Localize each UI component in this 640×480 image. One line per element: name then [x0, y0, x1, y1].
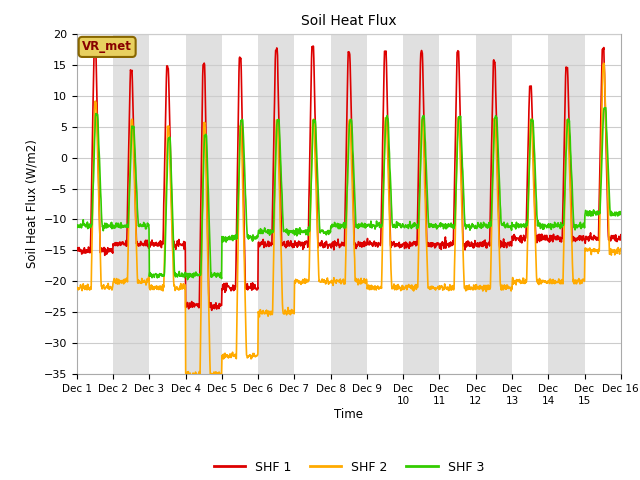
Title: Soil Heat Flux: Soil Heat Flux	[301, 14, 397, 28]
Bar	[548, 34, 584, 374]
Y-axis label: Soil Heat Flux (W/m2): Soil Heat Flux (W/m2)	[25, 140, 38, 268]
Bar	[77, 34, 113, 374]
Legend: SHF 1, SHF 2, SHF 3: SHF 1, SHF 2, SHF 3	[209, 456, 489, 479]
Bar	[367, 34, 403, 374]
X-axis label: Time: Time	[334, 408, 364, 421]
Bar	[149, 34, 186, 374]
Bar	[331, 34, 367, 374]
Bar	[440, 34, 476, 374]
Bar	[403, 34, 440, 374]
Text: VR_met: VR_met	[82, 40, 132, 53]
Bar	[258, 34, 294, 374]
Bar	[222, 34, 258, 374]
Bar	[584, 34, 621, 374]
Bar	[512, 34, 548, 374]
Bar	[476, 34, 512, 374]
Bar	[113, 34, 149, 374]
Bar	[294, 34, 331, 374]
Bar	[186, 34, 222, 374]
